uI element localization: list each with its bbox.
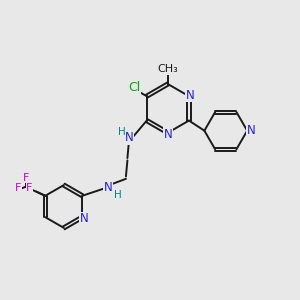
Text: CH₃: CH₃ [158,64,178,74]
Text: H: H [114,190,122,200]
Text: F: F [15,183,22,193]
Text: N: N [80,212,88,225]
Text: N: N [124,131,133,144]
Text: N: N [104,181,112,194]
Text: N: N [186,88,194,101]
Text: F: F [26,183,33,193]
Text: H: H [118,128,125,137]
Text: Cl: Cl [128,81,141,94]
Text: N: N [246,124,255,137]
Text: F: F [22,173,29,183]
Text: N: N [164,128,172,141]
